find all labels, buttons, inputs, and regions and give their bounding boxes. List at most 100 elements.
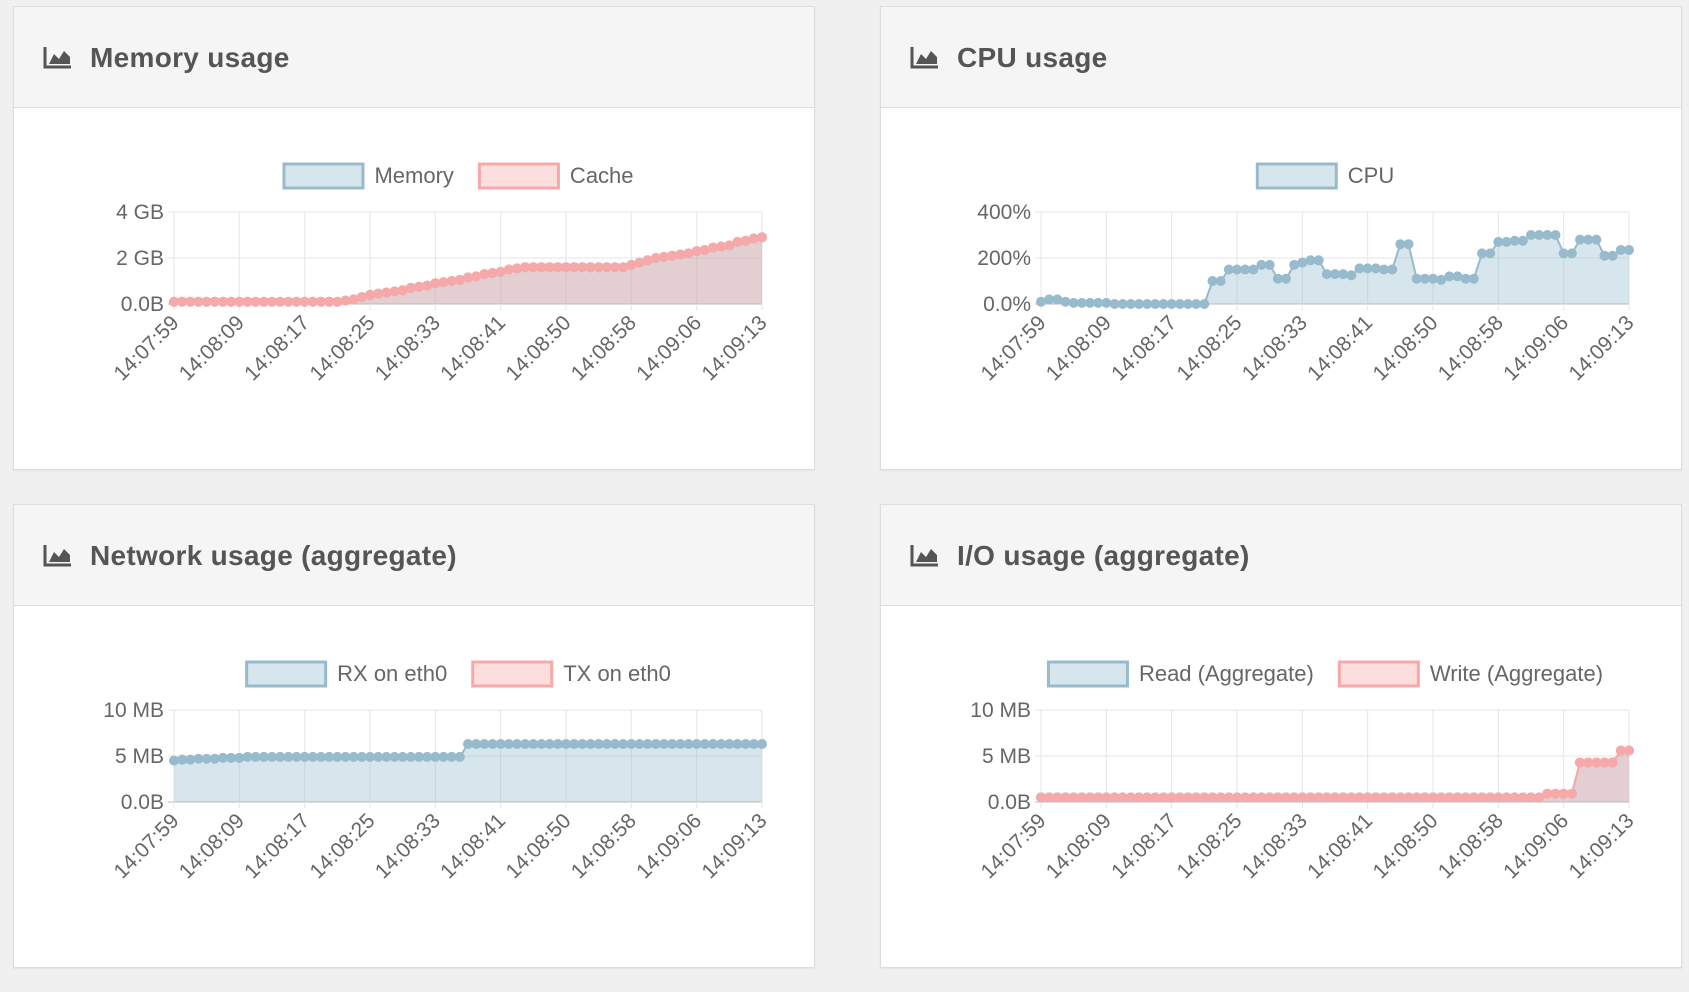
point [650,739,661,750]
x-tick-label: 14:08:17 [240,809,314,883]
point [454,751,465,762]
point [593,262,604,273]
point [1060,296,1071,307]
point [1174,792,1185,803]
point [618,739,629,750]
point [1534,230,1545,240]
x-tick-label: 14:08:17 [1107,809,1181,883]
point [1558,788,1569,799]
point [748,739,759,750]
point [1387,792,1398,803]
point [1134,792,1144,803]
point [1468,792,1479,803]
point [471,271,482,282]
point [242,751,253,762]
point [536,739,547,750]
legend-label: TX on eth0 [563,661,671,686]
point [1493,792,1504,803]
point [1370,263,1381,274]
point [356,751,367,762]
point [552,262,563,273]
y-tick-label: 0.0B [121,791,164,814]
point [340,295,351,306]
point [1085,297,1095,308]
point [1125,299,1136,309]
point [209,296,220,307]
point [512,263,522,274]
point [675,249,686,260]
area-fill [174,237,762,304]
point [1542,230,1553,240]
point [1338,269,1349,280]
point [1264,259,1275,270]
y-tick-label: 200% [977,247,1031,270]
point [218,296,228,307]
point [1526,230,1536,240]
point [585,262,596,273]
point [1379,792,1389,803]
panel-title: CPU usage [957,42,1108,73]
x-tick-label: 14:08:25 [305,809,379,883]
y-tick-label: 10 MB [970,699,1031,722]
point [1101,297,1112,308]
point [1068,297,1079,308]
point [1248,792,1259,803]
point [1330,792,1340,803]
point [291,296,302,307]
panel: I/O usage (aggregate) 0.0B 5 MB 10 MB 14:07… [880,504,1682,968]
point [642,255,653,266]
point [1509,235,1520,246]
point [365,751,375,762]
x-tick-label: 14:08:41 [436,311,510,385]
x-tick-label: 14:08:50 [1368,809,1442,883]
point [397,285,408,296]
point [757,232,767,243]
point [193,296,204,307]
x-tick-label: 14:08:58 [567,311,641,385]
point [185,296,196,307]
point [389,286,400,297]
point [1289,792,1300,803]
x-tick-label: 14:08:58 [567,809,641,883]
point [724,739,735,750]
point [1256,792,1267,803]
point [1428,273,1438,284]
point [381,751,392,762]
point [258,751,269,762]
point [1436,792,1447,803]
point [1158,299,1169,309]
point [1517,792,1528,803]
point [1615,244,1626,255]
point [1452,792,1463,803]
point [414,281,424,292]
point [185,754,196,765]
x-tick-label: 14:08:09 [1042,809,1116,883]
x-tick-label: 14:09:13 [1564,809,1638,883]
point [1370,792,1381,803]
x-tick-label: 14:08:25 [1172,809,1246,883]
point [1346,792,1357,803]
point [316,751,326,762]
point [365,289,375,300]
point [234,752,245,763]
x-tick-label: 14:09:13 [1564,311,1638,385]
point [708,739,718,750]
point [1215,276,1226,286]
point [748,233,759,244]
x-tick-label: 14:09:13 [697,809,771,883]
point [544,262,555,273]
x-tick-label: 14:07:59 [109,809,183,883]
point [512,739,522,750]
point [1223,264,1234,275]
point [1558,248,1569,259]
x-tick-label: 14:08:41 [1303,809,1377,883]
point [503,739,514,750]
point [454,274,465,285]
legend-item: TX on eth0 [471,660,671,688]
point [1419,273,1430,284]
x-tick-label: 14:08:50 [501,809,575,883]
panel-title: Network usage (aggregate) [90,540,457,571]
x-tick-label: 14:08:33 [371,809,445,883]
point [1166,792,1177,803]
point [1150,299,1161,309]
